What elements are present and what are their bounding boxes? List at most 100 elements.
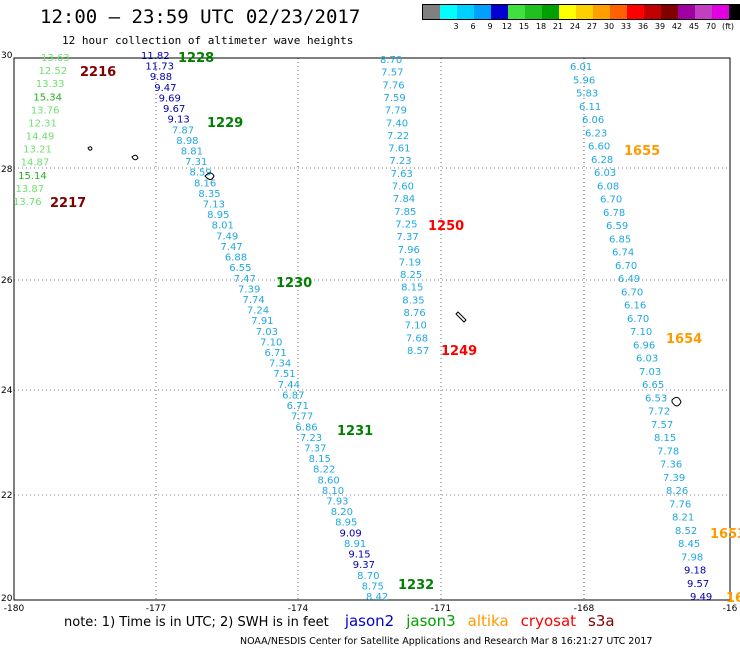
wave-height-value: 6.03: [636, 354, 658, 365]
wave-height-value: 7.49: [216, 231, 238, 242]
x-tick-label: -180: [4, 604, 25, 614]
legend-swatch: [593, 5, 610, 19]
wave-height-value: 6.03: [594, 168, 616, 179]
legend-label: 30: [603, 22, 615, 31]
wave-height-value: 9.88: [150, 72, 172, 83]
wave-height-value: 6.85: [609, 234, 631, 245]
legend-label: 42: [671, 22, 683, 31]
wave-height-value: 6.70: [600, 195, 622, 206]
wave-height-value: 6.16: [624, 301, 646, 312]
satellite-label: jason3: [406, 612, 456, 630]
wave-height-value: 7.85: [394, 207, 416, 218]
wave-height-value: 7.13: [203, 200, 225, 211]
island-shape: [87, 146, 93, 151]
wave-height-value: 8.25: [400, 270, 422, 281]
wave-height-value: 7.60: [392, 182, 414, 193]
satellite-label: cryosat: [520, 612, 577, 630]
legend-label: 39: [654, 22, 666, 31]
wave-height-value: 7.61: [388, 144, 410, 155]
wave-height-value: 7.22: [387, 131, 409, 142]
wave-height-value: 6.87: [282, 390, 304, 401]
wave-height-value: 6.53: [645, 393, 667, 404]
wave-height-value: 6.65: [642, 380, 664, 391]
pass-time-label: 1228: [178, 51, 214, 66]
wave-height-value: 7.40: [386, 118, 408, 129]
pass-time-label: 2217: [50, 196, 86, 211]
legend-label: 45: [688, 22, 700, 31]
legend-label: 36: [637, 22, 649, 31]
wave-height-value: 8.57: [407, 346, 429, 357]
note-text: note: 1) Time is in UTC; 2) SWH is in fe…: [64, 615, 329, 630]
wave-height-value: 8.16: [194, 178, 216, 189]
wave-height-value: 7.87: [172, 125, 194, 136]
legend-swatch: [644, 5, 661, 19]
legend-label: 70: [705, 22, 717, 31]
wave-height-value: 14.87: [21, 158, 50, 169]
x-tick-label: -171: [431, 604, 451, 614]
wave-height-value: 6.49: [618, 274, 640, 285]
legend-swatch: [491, 5, 508, 19]
wave-height-value: 7.23: [389, 156, 411, 167]
wave-height-value: 7.79: [385, 106, 407, 117]
legend-swatch: [576, 5, 593, 19]
y-tick-label: 30: [1, 51, 13, 61]
satellite-label: altika: [467, 612, 509, 630]
y-tick-label: 20: [1, 594, 13, 604]
legend-label: 6: [470, 22, 476, 31]
wave-height-value: 7.03: [639, 367, 661, 378]
wave-height-value: 11.82: [141, 51, 170, 62]
wave-height-value: 7.93: [326, 497, 348, 508]
wave-height-value: 13.76: [13, 197, 42, 208]
wave-height-value: 7.39: [238, 284, 260, 295]
wave-height-value: 7.34: [269, 359, 291, 370]
wave-height-value: 8.75: [362, 581, 384, 592]
legend-label: 24: [569, 22, 581, 31]
wave-height-value: 9.15: [348, 550, 370, 561]
wave-height-value: 14.49: [26, 132, 55, 143]
legend-label: (ft): [721, 22, 735, 31]
wave-height-value: 15.34: [33, 92, 62, 103]
wave-height-value: 7.76: [382, 80, 404, 91]
legend-swatch: [423, 5, 440, 19]
wave-height-value: 8.22: [313, 465, 335, 476]
wave-height-value: 7.63: [391, 169, 413, 180]
wave-height-value: 6.88: [225, 253, 247, 264]
legend-swatch: [610, 5, 627, 19]
wave-height-value: 9.09: [340, 528, 362, 539]
wave-height-value: 7.96: [398, 245, 420, 256]
pass-time-label: 1249: [441, 344, 477, 359]
legend-label: 12: [501, 22, 513, 31]
wave-height-value: 6.60: [588, 142, 610, 153]
wave-height-value: 6.74: [612, 248, 634, 259]
wave-height-value: 9.13: [167, 115, 189, 126]
wave-height-value: 7.72: [648, 407, 670, 418]
legend-label: 18: [535, 22, 547, 31]
wave-height-value: 7.47: [220, 242, 242, 253]
legend-swatch: [627, 5, 644, 19]
credit-line: NOAA/NESDIS Center for Satellite Applica…: [240, 636, 653, 647]
wave-height-value: 7.44: [278, 380, 300, 391]
wave-height-value: 7.37: [304, 443, 326, 454]
wave-height-value: 6.08: [597, 181, 619, 192]
wave-height-value: 8.91: [344, 539, 366, 550]
wave-height-value: 7.23: [300, 433, 322, 444]
legend-swatch: [542, 5, 559, 19]
wave-height-value: 6.01: [570, 62, 592, 73]
wave-height-value: 8.01: [212, 221, 234, 232]
legend-label: 21: [552, 22, 564, 31]
wave-height-value: 8.60: [317, 475, 339, 486]
wave-height-value: 7.74: [242, 295, 264, 306]
legend-color-bar: [422, 4, 740, 20]
wave-height-value: 11.73: [145, 62, 174, 73]
pass-time-label: 1653: [710, 527, 740, 542]
wave-height-value: 7.76: [669, 499, 691, 510]
legend-swatch: [440, 5, 457, 19]
wave-height-value: 7.98: [681, 552, 703, 563]
wave-height-value: 9.47: [154, 83, 176, 94]
legend-swatch: [508, 5, 525, 19]
legend-label: 27: [586, 22, 598, 31]
plot-frame: [13, 57, 731, 601]
wave-height-value: 6.96: [633, 340, 655, 351]
wave-height-value: 7.57: [381, 68, 403, 79]
wave-height-value: 6.71: [265, 348, 287, 359]
